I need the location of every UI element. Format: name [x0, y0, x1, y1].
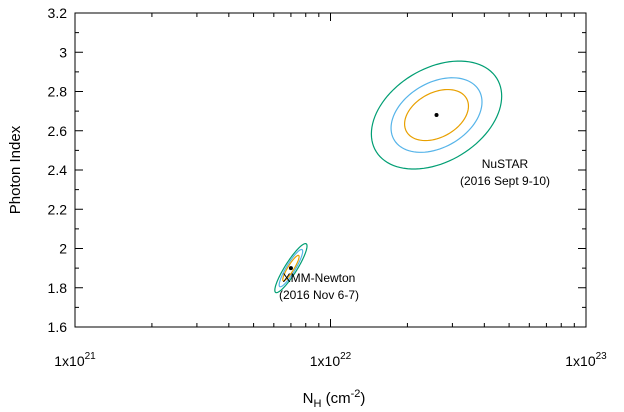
y-tick-label: 2.4 [48, 162, 68, 178]
dataset-label-0-line-1: (2016 Sept 9-10) [460, 174, 550, 188]
contour-middle-1 [278, 248, 304, 288]
axis-ticks [74, 12, 587, 328]
x-axis-label-subscript: H [313, 398, 321, 410]
y-tick-label: 2.8 [48, 84, 68, 100]
y-tick-label: 2 [59, 241, 67, 257]
x-axis-label: NH (cm-2) [303, 388, 366, 410]
confidence-contours [274, 60, 503, 294]
best-fit-point-0 [434, 113, 439, 118]
x-axis-label-close: ) [360, 390, 365, 407]
contour-inner-1 [282, 254, 300, 282]
y-tick-label: 2.6 [48, 123, 68, 139]
y-tick-label: 2.2 [48, 201, 68, 217]
dataset-labels: NuSTAR (2016 Sept 9-10) XMM-Newton (2016 No… [279, 157, 550, 302]
x-tick-label: 1x1023 [565, 351, 607, 369]
x-axis-label-main: N [303, 390, 314, 407]
x-tick-label: 1x1021 [54, 351, 96, 369]
contour-outer-1 [274, 242, 308, 294]
y-tick-label: 3.2 [48, 5, 68, 21]
x-tick-labels: 1x1021 1x1022 1x1023 [54, 351, 607, 369]
best-fit-point-1 [288, 266, 293, 271]
dataset-label-0-line-0: NuSTAR [482, 157, 529, 171]
y-tick-labels: 1.6 1.8 2 2.2 2.4 2.6 2.8 3 3.2 [48, 5, 68, 335]
best-fit-points [288, 113, 439, 271]
y-tick-label: 1.8 [48, 280, 68, 296]
x-tick-label: 1x1022 [310, 351, 352, 369]
y-tick-label: 1.6 [48, 319, 68, 335]
x-axis-label-superscript: -2 [351, 388, 361, 400]
plot-area: NuSTAR (2016 Sept 9-10) XMM-Newton (2016 No… [74, 12, 587, 328]
x-axis-label-unit: (cm [321, 390, 350, 407]
contour-middle-0 [390, 77, 483, 153]
dataset-label-1-line-1: (2016 Nov 6-7) [279, 288, 359, 302]
contour-inner-0 [403, 88, 470, 142]
contour-outer-0 [370, 60, 503, 170]
y-axis-label: Photon Index [7, 125, 24, 214]
y-tick-label: 3 [59, 44, 67, 60]
dataset-label-1-line-0: XMM-Newton [283, 271, 356, 285]
